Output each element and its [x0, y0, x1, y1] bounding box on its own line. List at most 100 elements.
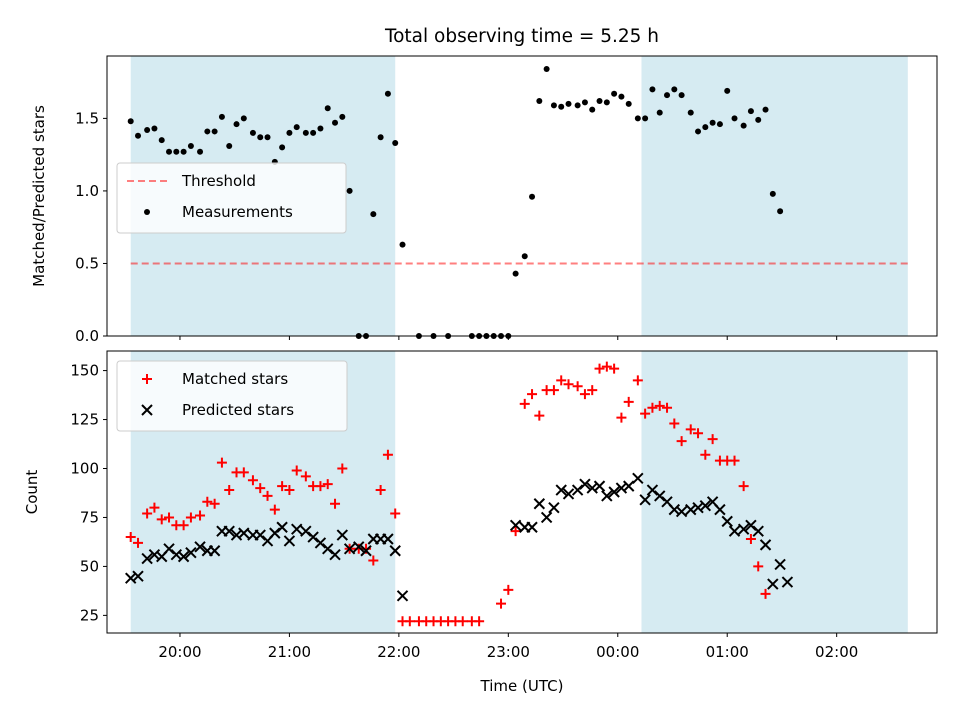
- matched-stars-point: [640, 408, 651, 419]
- matched-stars-point: [563, 379, 574, 390]
- matched-stars-point: [156, 514, 167, 525]
- matched-stars-point: [654, 400, 665, 411]
- predicted-stars-point: [314, 537, 327, 549]
- measurement-point: [332, 119, 339, 126]
- matched-stars-point: [149, 502, 160, 513]
- matched-stars-point: [496, 598, 507, 609]
- predicted-stars-point: [194, 541, 206, 553]
- measurement-point: [565, 100, 572, 107]
- measurement-point: [762, 106, 769, 113]
- predicted-stars-point: [353, 541, 365, 553]
- ratio-panel-y-axis-label: Matched/Predicted stars: [30, 105, 48, 287]
- measurement-point: [166, 148, 173, 155]
- x-tick-label: 21:00: [268, 643, 311, 661]
- matched-stars-point: [700, 449, 711, 460]
- matched-stars-point: [330, 498, 341, 509]
- matched-stars-point: [616, 412, 627, 423]
- count-panel-y-tick-label: 50: [80, 557, 99, 575]
- matched-stars-point: [601, 361, 612, 372]
- matched-stars-point: [662, 402, 673, 413]
- measurement-point: [678, 92, 685, 99]
- matched-stars-point: [669, 418, 680, 429]
- matched-stars-point: [284, 485, 295, 496]
- measurement-point: [211, 128, 218, 135]
- ratio-panel-y-tick-label: 1.0: [75, 182, 99, 200]
- measurement-point: [649, 86, 656, 93]
- predicted-stars-point: [737, 523, 750, 535]
- measurement-point: [724, 87, 731, 94]
- x-tick-label: 22:00: [377, 643, 420, 661]
- predicted-stars-point: [639, 494, 651, 506]
- predicted-stars-point: [223, 525, 235, 537]
- measurement-point: [127, 118, 134, 125]
- predicted-stars-point: [774, 558, 786, 571]
- matched-stars-point: [195, 510, 206, 521]
- count-panel-y-tick-label: 75: [80, 508, 99, 526]
- predicted-stars-point: [132, 570, 144, 582]
- matched-stars-point: [587, 385, 598, 396]
- predicted-stars-point: [608, 486, 620, 498]
- count-panel-x-axis: 20:00 21:00 22:00 23:00 00:00 01:00 02:00: [158, 633, 858, 661]
- matched-stars-point: [133, 537, 144, 548]
- measurement-point: [529, 193, 536, 200]
- ratio-panel-frame: [106, 55, 938, 337]
- matched-stars-point: [647, 402, 658, 413]
- count-panel-legend-swatch: [142, 374, 152, 384]
- matched-stars-point: [262, 490, 273, 501]
- measurement-point: [293, 124, 300, 131]
- measurement-point: [249, 129, 256, 136]
- count-panel-y-tick-label: 125: [70, 411, 99, 429]
- matched-stars-point: [693, 428, 704, 439]
- matched-stars-point: [503, 584, 514, 595]
- measurement-point: [642, 115, 649, 122]
- measurement-point: [240, 115, 247, 122]
- matched-stars-series: [125, 361, 771, 627]
- measurement-point: [180, 148, 187, 155]
- measurement-point: [603, 99, 610, 106]
- matched-stars-point: [519, 398, 530, 409]
- measurement-point: [264, 134, 271, 141]
- matched-stars-point: [291, 465, 302, 476]
- matched-stars-point: [368, 555, 379, 566]
- predicted-stars-point: [276, 521, 288, 533]
- predicted-stars-point: [699, 500, 712, 512]
- matched-stars-point: [474, 616, 485, 627]
- x-tick-label: 00:00: [596, 643, 639, 661]
- chart-title: Total observing time = 5.25 h: [384, 26, 659, 47]
- count-panel-frame: [106, 350, 938, 634]
- ratio-panel-y-tick-label: 0.0: [75, 327, 99, 345]
- predicted-stars-point: [721, 515, 733, 528]
- measurement-point: [233, 121, 240, 128]
- measurement-point: [634, 115, 641, 122]
- predicted-stars-point: [360, 545, 372, 557]
- predicted-stars-point: [759, 539, 772, 551]
- measurement-point: [218, 113, 225, 120]
- predicted-stars-point: [714, 503, 726, 516]
- measurement-point: [384, 90, 391, 97]
- ratio-panel-legend: [116, 162, 347, 234]
- predicted-stars-point: [555, 484, 567, 496]
- measurement-point: [135, 132, 142, 139]
- predicted-stars-point: [728, 525, 741, 537]
- matched-stars-point: [269, 504, 280, 515]
- matched-stars-point: [164, 512, 175, 523]
- measurement-point: [671, 86, 678, 93]
- predicted-stars-point: [269, 527, 281, 539]
- predicted-stars-point: [601, 490, 613, 502]
- ratio-panel-legend-label: Threshold: [181, 172, 256, 190]
- measurement-point: [187, 142, 194, 149]
- predicted-stars-point: [593, 480, 606, 492]
- count-panel: 25 50 75 100 125 150 20:00 21:00 22:00 23:00 00:00…: [23, 350, 938, 661]
- measurement-point: [574, 102, 581, 109]
- predicted-stars-point: [177, 550, 190, 563]
- predicted-stars-point: [623, 480, 635, 492]
- count-panel-legend-label: Matched stars: [182, 370, 288, 388]
- measurement-point: [740, 122, 747, 129]
- ratio-panel-y-tick-label: 1.5: [75, 109, 99, 127]
- x-tick-label: 20:00: [158, 643, 201, 661]
- ratio-panel-y-tick-label: 0.5: [75, 254, 99, 272]
- matched-stars-point: [209, 498, 220, 509]
- count-panel-legend: [116, 360, 348, 432]
- measurement-point: [257, 134, 264, 141]
- matched-stars-point: [527, 389, 538, 400]
